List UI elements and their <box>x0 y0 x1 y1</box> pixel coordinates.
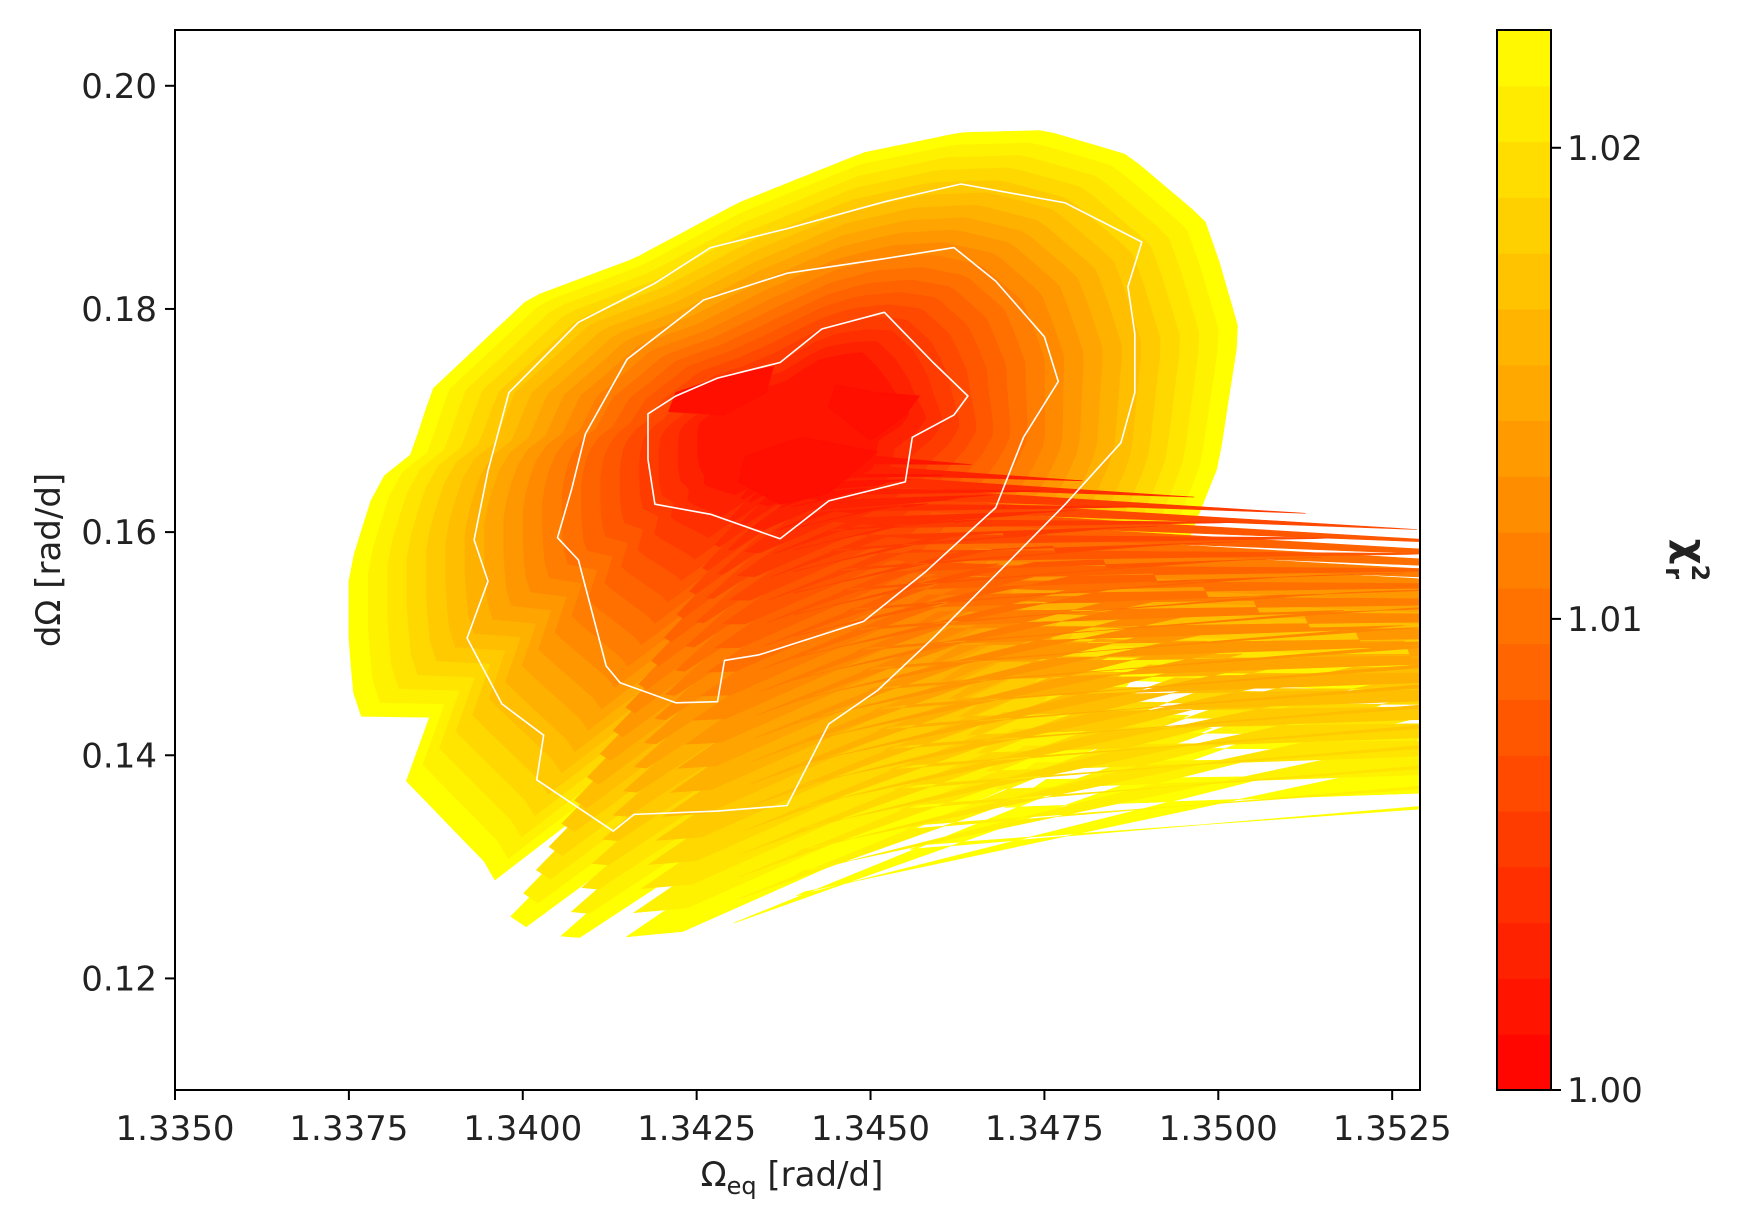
colorbar-band <box>1497 420 1551 477</box>
colorbar-bands <box>1497 30 1551 1091</box>
colorbar-band <box>1497 197 1551 254</box>
y-tick-label: 0.16 <box>81 513 157 553</box>
contour-line-middle <box>556 246 1060 704</box>
contour-line-outer <box>466 183 1143 832</box>
colorbar-band <box>1497 978 1551 1035</box>
colorbar-band <box>1497 1034 1551 1091</box>
minimum-region <box>828 384 921 442</box>
x-tick-label: 1.3350 <box>116 1109 235 1149</box>
minimum-region <box>668 366 774 416</box>
colorbar-tick-label: 1.00 <box>1567 1071 1643 1111</box>
colorbar-band <box>1497 866 1551 924</box>
colorbar-band <box>1497 141 1551 198</box>
x-tick-label: 1.3525 <box>1333 1109 1452 1149</box>
plot-area <box>348 130 1420 938</box>
y-tick-label: 0.12 <box>81 959 157 999</box>
colorbar-band <box>1497 85 1551 143</box>
colorbar-band <box>1497 30 1551 87</box>
colorbar-ticks: 1.00 1.01 1.02 <box>1551 129 1643 1111</box>
colorbar-frame <box>1496 29 1552 1091</box>
contour-line-inner <box>647 311 969 540</box>
colorbar-band <box>1497 532 1551 589</box>
contour-bands <box>348 130 1420 938</box>
x-tick-label: 1.3450 <box>811 1109 930 1149</box>
y-tick-label: 0.18 <box>81 290 157 330</box>
x-axis-label: Ωeq [rad/d] <box>701 1155 884 1200</box>
colorbar-label: χ2r <box>1660 539 1714 582</box>
plot-frame <box>174 29 1421 1091</box>
contour-lines <box>466 183 1143 832</box>
colorbar-band <box>1497 643 1551 700</box>
x-tick-label: 1.3400 <box>463 1109 582 1149</box>
x-tick-label: 1.3475 <box>985 1109 1104 1149</box>
colorbar: 1.00 1.01 1.02 χ2r <box>1496 29 1714 1111</box>
y-tick-label: 0.14 <box>81 736 157 776</box>
y-axis-ticks: 0.12 0.14 0.16 0.18 0.20 <box>81 67 175 999</box>
minimum-region <box>737 436 879 505</box>
y-axis-label: dΩ [rad/d] <box>29 473 69 647</box>
colorbar-tick-label: 1.02 <box>1567 129 1643 169</box>
colorbar-band <box>1497 755 1551 812</box>
minimum-regions <box>668 366 921 505</box>
colorbar-tick-label: 1.01 <box>1567 600 1643 640</box>
colorbar-band <box>1497 587 1551 645</box>
colorbar-band <box>1497 922 1551 979</box>
x-tick-label: 1.3375 <box>289 1109 408 1149</box>
y-tick-label: 0.20 <box>81 67 157 107</box>
x-tick-label: 1.3425 <box>637 1109 756 1149</box>
colorbar-band <box>1497 364 1551 422</box>
colorbar-band <box>1497 699 1551 756</box>
colorbar-band <box>1497 253 1551 310</box>
colorbar-band <box>1497 811 1551 868</box>
colorbar-band <box>1497 308 1551 366</box>
colorbar-band <box>1497 476 1551 533</box>
x-tick-label: 1.3500 <box>1159 1109 1278 1149</box>
x-axis-ticks: 1.3350 1.3375 1.3400 1.3425 1.3450 1.3475 1.35… <box>116 1090 1452 1149</box>
